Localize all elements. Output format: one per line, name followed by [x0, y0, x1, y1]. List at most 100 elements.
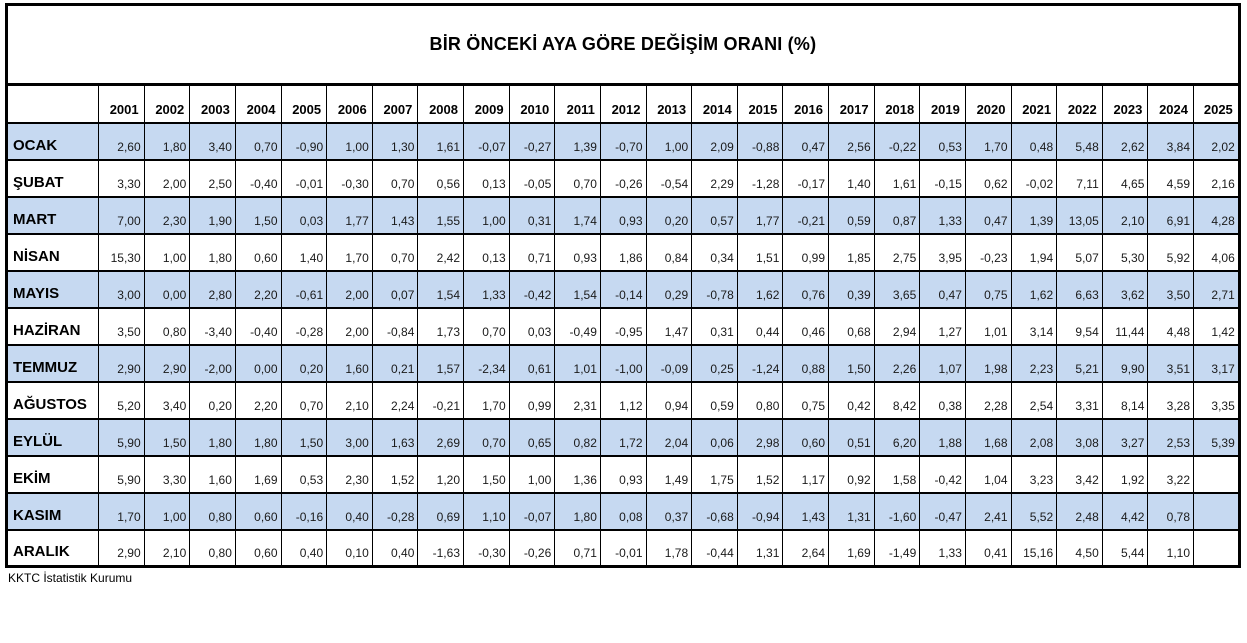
value-cell: 3,08 [1056, 417, 1103, 457]
value-cell: 0,31 [508, 195, 556, 235]
value-cell: 0,92 [828, 454, 875, 494]
value-cell: 1,54 [417, 269, 464, 309]
value-cell: 0,40 [371, 528, 419, 568]
value-cell: 1,20 [417, 454, 464, 494]
table-row: ARALIK 2,90 2,10 0,80 0,60 0,40 0,10 0,40 -1,63-… [6, 528, 1240, 568]
value-cell: 0,20 [645, 195, 693, 235]
value-cell: 2,48 [1056, 491, 1103, 531]
value-cell: 1,27 [919, 306, 966, 346]
year-header-2019: 2019 [919, 83, 966, 124]
value-cell: 3,17 [1193, 343, 1240, 383]
value-cell: 2,30 [143, 195, 191, 235]
value-cell: 0,93 [554, 232, 601, 272]
value-cell: 0,37 [645, 491, 693, 531]
corner-cell [6, 83, 99, 124]
year-header-2016: 2016 [782, 83, 829, 124]
value-cell: 9,54 [1056, 306, 1103, 346]
table-row: EYLÜL 5,90 1,50 1,80 1,80 1,50 3,00 1,63 2,69 0,7… [6, 417, 1240, 457]
value-cell: 1,17 [782, 454, 829, 494]
value-cell: 0,10 [326, 528, 373, 568]
value-cell: 1,74 [554, 195, 601, 235]
value-cell: 1,55 [417, 195, 464, 235]
value-cell: 0,60 [234, 528, 282, 568]
value-cell: 1,52 [736, 454, 784, 494]
value-cell: 1,73 [417, 306, 464, 346]
value-cell: 0,87 [873, 195, 921, 235]
value-cell: 0,65 [508, 417, 556, 457]
year-header-2002: 2002 [143, 83, 191, 124]
value-cell: 0,47 [782, 121, 829, 161]
value-cell: 4,59 [1147, 158, 1194, 198]
value-cell: 2,00 [326, 269, 373, 309]
value-cell: 2,23 [1010, 343, 1058, 383]
value-cell: 0,70 [463, 417, 510, 457]
value-cell: -0,16 [280, 491, 328, 531]
value-cell: 1,85 [828, 232, 875, 272]
value-cell: 0,70 [234, 121, 282, 161]
change-rate-table: BİR ÖNCEKİ AYA GÖRE DEĞİŞİM ORANI (%) 200… [5, 3, 1241, 568]
table-row: HAZİRAN 3,50 0,80 -3,40 -0,40 -0,28 2,00 -0,84 1… [6, 306, 1240, 346]
value-cell: 1,33 [463, 269, 510, 309]
value-cell: 1,33 [919, 528, 966, 568]
value-cell: 1,00 [326, 121, 373, 161]
month-label: EYLÜL [6, 417, 99, 457]
year-header-2010: 2010 [508, 83, 556, 124]
table-row: TEMMUZ 2,90 2,90 -2,00 0,00 0,20 1,60 0,21 1,57-… [6, 343, 1240, 383]
value-cell: 7,00 [98, 195, 145, 235]
value-cell: 4,65 [1101, 158, 1149, 198]
value-cell: 0,42 [828, 380, 875, 420]
value-cell: -0,95 [599, 306, 647, 346]
value-cell: 1,69 [828, 528, 875, 568]
value-cell: 3,62 [1101, 269, 1149, 309]
value-cell: 0,60 [234, 232, 282, 272]
value-cell [1193, 491, 1240, 531]
value-cell: 4,28 [1193, 195, 1240, 235]
value-cell: 1,80 [234, 417, 282, 457]
value-cell: 3,40 [189, 121, 236, 161]
value-cell: -0,84 [371, 306, 419, 346]
title-row: BİR ÖNCEKİ AYA GÖRE DEĞİŞİM ORANI (%) [5, 3, 1241, 86]
value-cell: 0,75 [964, 269, 1012, 309]
value-cell: 0,60 [234, 491, 282, 531]
value-cell: 1,80 [189, 232, 236, 272]
value-cell: -0,30 [326, 158, 373, 198]
value-cell: 2,26 [873, 343, 921, 383]
value-cell: 1,00 [463, 195, 510, 235]
value-cell: 0,69 [417, 491, 464, 531]
value-cell: 1,68 [964, 417, 1012, 457]
value-cell: 1,70 [326, 232, 373, 272]
value-cell: -2,34 [463, 343, 510, 383]
value-cell: 1,00 [143, 491, 191, 531]
year-header-2023: 2023 [1101, 83, 1149, 124]
source-note: KKTC İstatistik Kurumu [8, 571, 133, 585]
value-cell: 1,75 [691, 454, 738, 494]
value-cell: 8,42 [873, 380, 921, 420]
value-cell: 1,42 [1193, 306, 1240, 346]
value-cell: -0,22 [873, 121, 921, 161]
value-cell: -0,23 [964, 232, 1012, 272]
value-cell: 1,36 [554, 454, 601, 494]
value-cell: 3,84 [1147, 121, 1194, 161]
value-cell: 1,78 [645, 528, 693, 568]
value-cell: 1,80 [189, 417, 236, 457]
value-cell: 2,90 [98, 343, 145, 383]
value-cell: 0,03 [508, 306, 556, 346]
value-cell: -0,07 [508, 491, 556, 531]
value-cell: 1,30 [371, 121, 419, 161]
value-cell: -0,07 [463, 121, 510, 161]
value-cell: 8,14 [1101, 380, 1149, 420]
value-cell: 3,27 [1101, 417, 1149, 457]
value-cell: -0,21 [782, 195, 829, 235]
value-cell: 0,07 [371, 269, 419, 309]
value-cell: -0,26 [599, 158, 647, 198]
value-cell: 3,22 [1147, 454, 1194, 494]
value-cell: 1,43 [371, 195, 419, 235]
value-cell: 1,51 [736, 232, 784, 272]
value-cell: 2,30 [326, 454, 373, 494]
value-cell: -0,27 [508, 121, 556, 161]
year-header-2012: 2012 [599, 83, 647, 124]
value-cell: 1,58 [873, 454, 921, 494]
value-cell: 1,00 [143, 232, 191, 272]
value-cell: 0,41 [964, 528, 1012, 568]
value-cell: 0,20 [189, 380, 236, 420]
